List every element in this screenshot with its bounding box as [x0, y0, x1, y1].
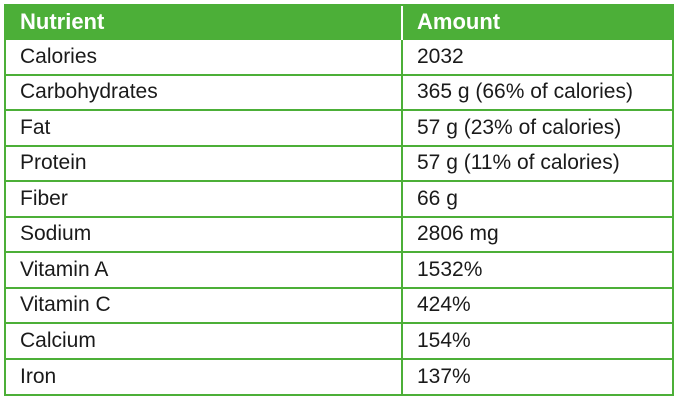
- table-row: Protein 57 g (11% of calories): [6, 144, 672, 181]
- nutrition-table: Nutrient Amount Calories 2032 Carbohydra…: [6, 6, 672, 394]
- nutrient-cell: Calories: [6, 38, 402, 75]
- nutrient-cell: Sodium: [6, 215, 402, 252]
- header-row: Nutrient Amount: [6, 6, 672, 39]
- amount-cell: 1532%: [401, 251, 672, 288]
- nutrient-cell: Iron: [6, 357, 402, 394]
- table-row: Fiber 66 g: [6, 180, 672, 217]
- table-row: Calories 2032: [6, 38, 672, 75]
- nutrient-cell: Fiber: [6, 180, 402, 217]
- amount-cell: 57 g (11% of calories): [401, 144, 672, 181]
- nutrient-cell: Carbohydrates: [6, 73, 402, 110]
- table-row: Iron 137%: [6, 357, 672, 394]
- table-row: Calcium 154%: [6, 322, 672, 359]
- amount-cell: 424%: [401, 286, 672, 323]
- header-amount: Amount: [401, 6, 672, 39]
- nutrition-table-container: Nutrient Amount Calories 2032 Carbohydra…: [4, 4, 674, 396]
- header-nutrient: Nutrient: [20, 9, 105, 34]
- nutrient-cell: Fat: [6, 109, 402, 146]
- amount-cell: 66 g: [401, 180, 672, 217]
- amount-cell: 365 g (66% of calories): [401, 73, 672, 110]
- table-row: Sodium 2806 mg: [6, 215, 672, 252]
- table-header: Nutrient Amount: [6, 6, 672, 39]
- table-row: Fat 57 g (23% of calories): [6, 109, 672, 146]
- amount-cell: 2806 mg: [401, 215, 672, 252]
- table-row: Vitamin A 1532%: [6, 251, 672, 288]
- table-row: Carbohydrates 365 g (66% of calories): [6, 73, 672, 110]
- nutrient-cell: Protein: [6, 144, 402, 181]
- amount-cell: 154%: [401, 322, 672, 359]
- amount-cell: 57 g (23% of calories): [401, 109, 672, 146]
- table-row: Vitamin C 424%: [6, 286, 672, 323]
- nutrient-cell: Calcium: [6, 322, 402, 359]
- amount-cell: 137%: [401, 357, 672, 394]
- nutrient-cell: Vitamin A: [6, 251, 402, 288]
- nutrient-cell: Vitamin C: [6, 286, 402, 323]
- amount-cell: 2032: [401, 38, 672, 75]
- table-body: Calories 2032 Carbohydrates 365 g (66% o…: [6, 38, 672, 394]
